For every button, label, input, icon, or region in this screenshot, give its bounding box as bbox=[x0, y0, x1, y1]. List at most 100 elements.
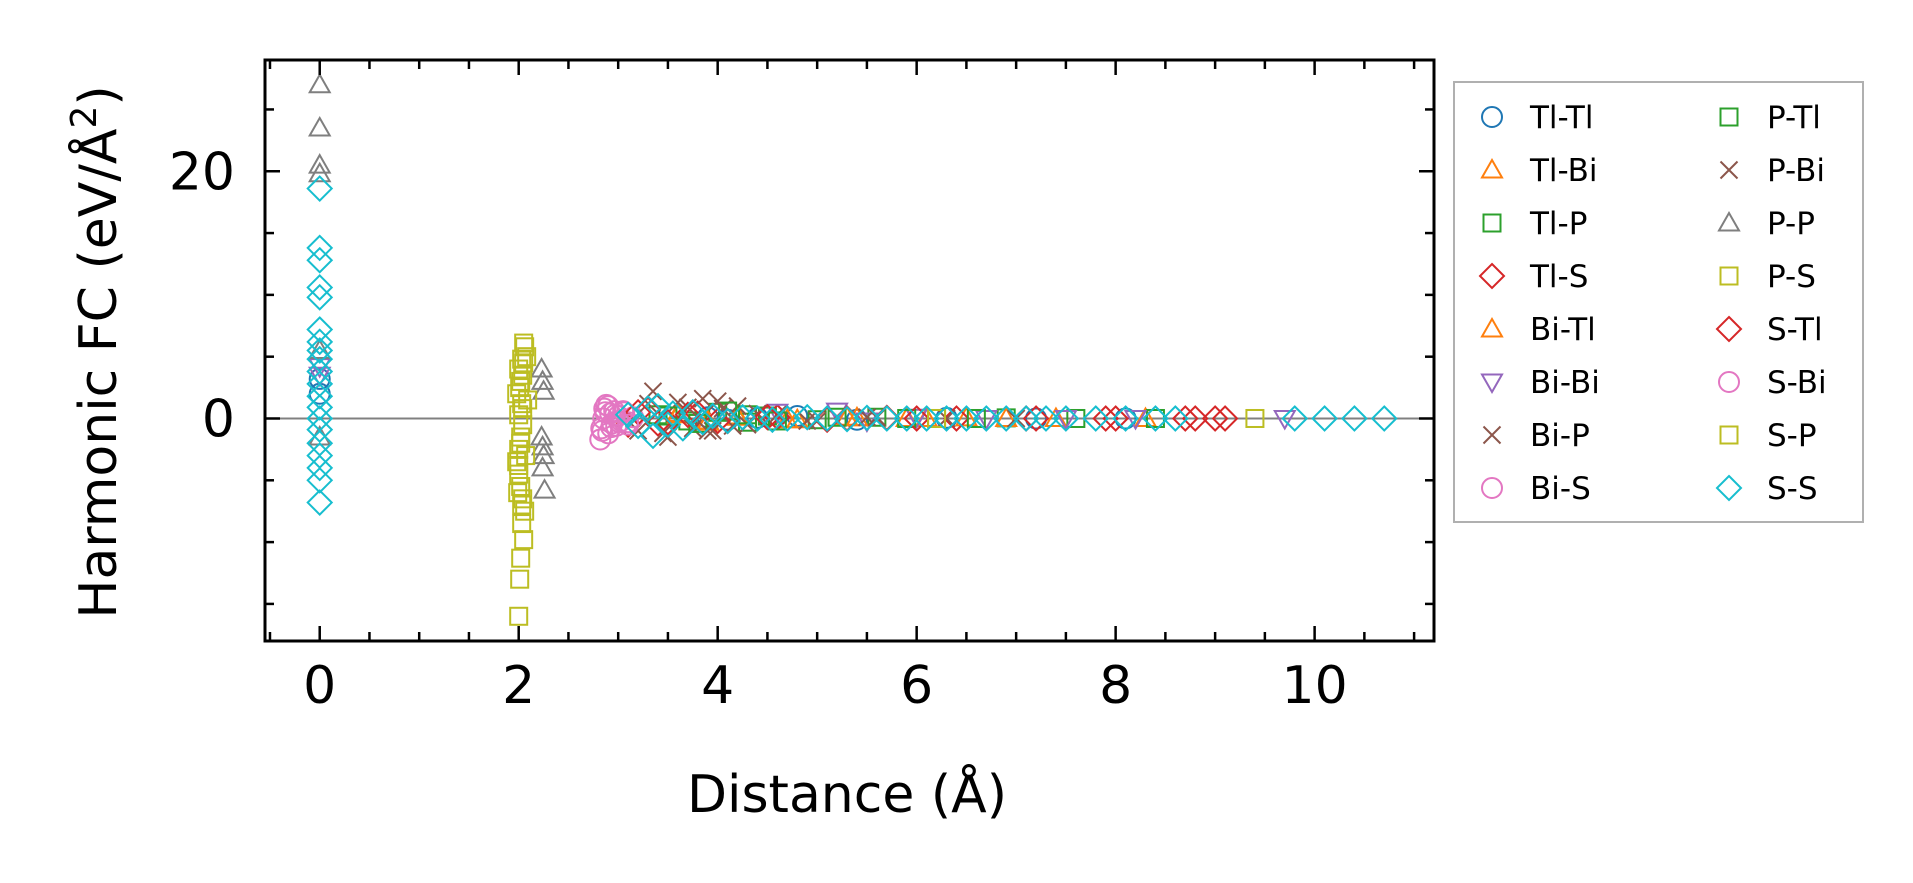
data-point bbox=[634, 395, 662, 423]
legend-item-s-p: S-P bbox=[1719, 418, 1817, 454]
data-point bbox=[511, 476, 531, 496]
data-point bbox=[773, 405, 801, 432]
legend-box bbox=[1453, 81, 1864, 523]
legend-item-bi-p: Bi-P bbox=[1482, 418, 1590, 454]
data-point bbox=[1082, 405, 1110, 432]
data-point bbox=[306, 246, 334, 274]
x-tick-label: 8 bbox=[1099, 656, 1132, 716]
data-point bbox=[530, 369, 555, 390]
legend-marker bbox=[1481, 477, 1503, 499]
legend-label: P-Bi bbox=[1767, 153, 1825, 189]
legend-item-tl-s: Tl-S bbox=[1478, 259, 1588, 295]
data-point bbox=[952, 405, 980, 432]
data-point bbox=[674, 401, 702, 429]
data-point bbox=[873, 405, 901, 432]
legend-label: Tl-Bi bbox=[1529, 153, 1598, 189]
legend-marker bbox=[1480, 157, 1504, 179]
legend-label: Tl-P bbox=[1529, 206, 1587, 242]
data-point bbox=[306, 466, 334, 494]
data-point bbox=[1171, 405, 1199, 432]
data-point bbox=[765, 403, 790, 425]
data-point bbox=[624, 412, 652, 440]
data-point bbox=[306, 489, 334, 516]
data-point bbox=[654, 411, 682, 439]
data-point bbox=[531, 443, 556, 465]
data-point bbox=[1054, 409, 1078, 431]
data-point bbox=[510, 569, 530, 589]
data-point bbox=[669, 414, 697, 442]
data-point bbox=[1114, 407, 1137, 430]
legend-label: Bi-Tl bbox=[1530, 312, 1596, 348]
data-point bbox=[813, 405, 841, 432]
legend-item-bi-s: Bi-S bbox=[1481, 471, 1591, 507]
legend-label: Bi-Bi bbox=[1530, 365, 1600, 401]
data-point bbox=[893, 405, 921, 432]
legend-item-tl-p: Tl-P bbox=[1482, 206, 1587, 242]
data-point bbox=[1311, 405, 1338, 432]
data-point bbox=[509, 606, 529, 626]
data-point bbox=[974, 409, 999, 431]
legend-marker bbox=[1480, 316, 1504, 338]
legend-label: P-P bbox=[1767, 206, 1815, 242]
legend-item-p-bi: P-Bi bbox=[1719, 153, 1825, 189]
data-point bbox=[903, 405, 931, 432]
legend-label: S-P bbox=[1767, 418, 1817, 454]
legend-marker bbox=[1478, 262, 1506, 290]
legend-item-p-tl: P-Tl bbox=[1719, 100, 1821, 136]
data-point bbox=[754, 403, 781, 431]
legend-marker bbox=[1480, 373, 1504, 395]
data-point bbox=[683, 419, 703, 438]
data-point bbox=[966, 408, 986, 428]
data-point bbox=[867, 407, 887, 427]
data-point bbox=[972, 405, 1000, 432]
data-point bbox=[943, 405, 970, 432]
data-point bbox=[639, 422, 667, 450]
data-point bbox=[508, 483, 528, 503]
data-point bbox=[1006, 409, 1026, 428]
data-point bbox=[1142, 405, 1169, 432]
legend-marker bbox=[1718, 371, 1740, 393]
data-point bbox=[307, 153, 332, 174]
legend-item-tl-tl: Tl-Tl bbox=[1481, 100, 1593, 136]
data-point bbox=[1032, 405, 1060, 432]
data-point bbox=[728, 396, 747, 416]
data-point bbox=[714, 407, 742, 435]
data-point bbox=[512, 514, 532, 534]
data-point bbox=[529, 425, 554, 446]
data-point bbox=[509, 455, 529, 475]
legend-marker bbox=[1482, 213, 1502, 233]
legend-item-s-tl: S-Tl bbox=[1715, 312, 1823, 348]
data-points-layer bbox=[306, 72, 1398, 626]
data-point bbox=[589, 428, 612, 451]
data-point bbox=[306, 283, 334, 311]
data-point bbox=[617, 413, 640, 436]
data-point bbox=[530, 434, 555, 456]
legend-label: Tl-S bbox=[1529, 259, 1588, 295]
data-point bbox=[517, 347, 537, 367]
data-point bbox=[785, 407, 809, 429]
data-point bbox=[853, 404, 881, 432]
legend-marker bbox=[1715, 315, 1743, 343]
data-point bbox=[689, 408, 717, 436]
x-tick-label: 0 bbox=[303, 656, 336, 716]
data-point bbox=[1112, 405, 1139, 432]
legend-marker bbox=[1717, 210, 1741, 232]
x-tick-label: 10 bbox=[1282, 656, 1348, 716]
data-point bbox=[1044, 406, 1068, 427]
data-point bbox=[529, 357, 554, 378]
legend-item-p-s: P-S bbox=[1719, 259, 1816, 295]
data-point bbox=[758, 406, 786, 434]
data-point bbox=[1102, 405, 1130, 432]
x-tick-label: 6 bbox=[900, 656, 933, 716]
legend-label: Bi-S bbox=[1530, 471, 1591, 507]
data-point bbox=[510, 378, 530, 398]
data-point bbox=[511, 548, 531, 568]
data-point bbox=[532, 478, 557, 499]
data-point bbox=[913, 405, 941, 432]
data-point bbox=[307, 115, 332, 137]
legend-label: P-S bbox=[1767, 259, 1816, 295]
data-point bbox=[992, 405, 1020, 432]
data-point bbox=[644, 392, 672, 420]
data-point bbox=[306, 316, 334, 343]
data-point bbox=[699, 402, 727, 430]
